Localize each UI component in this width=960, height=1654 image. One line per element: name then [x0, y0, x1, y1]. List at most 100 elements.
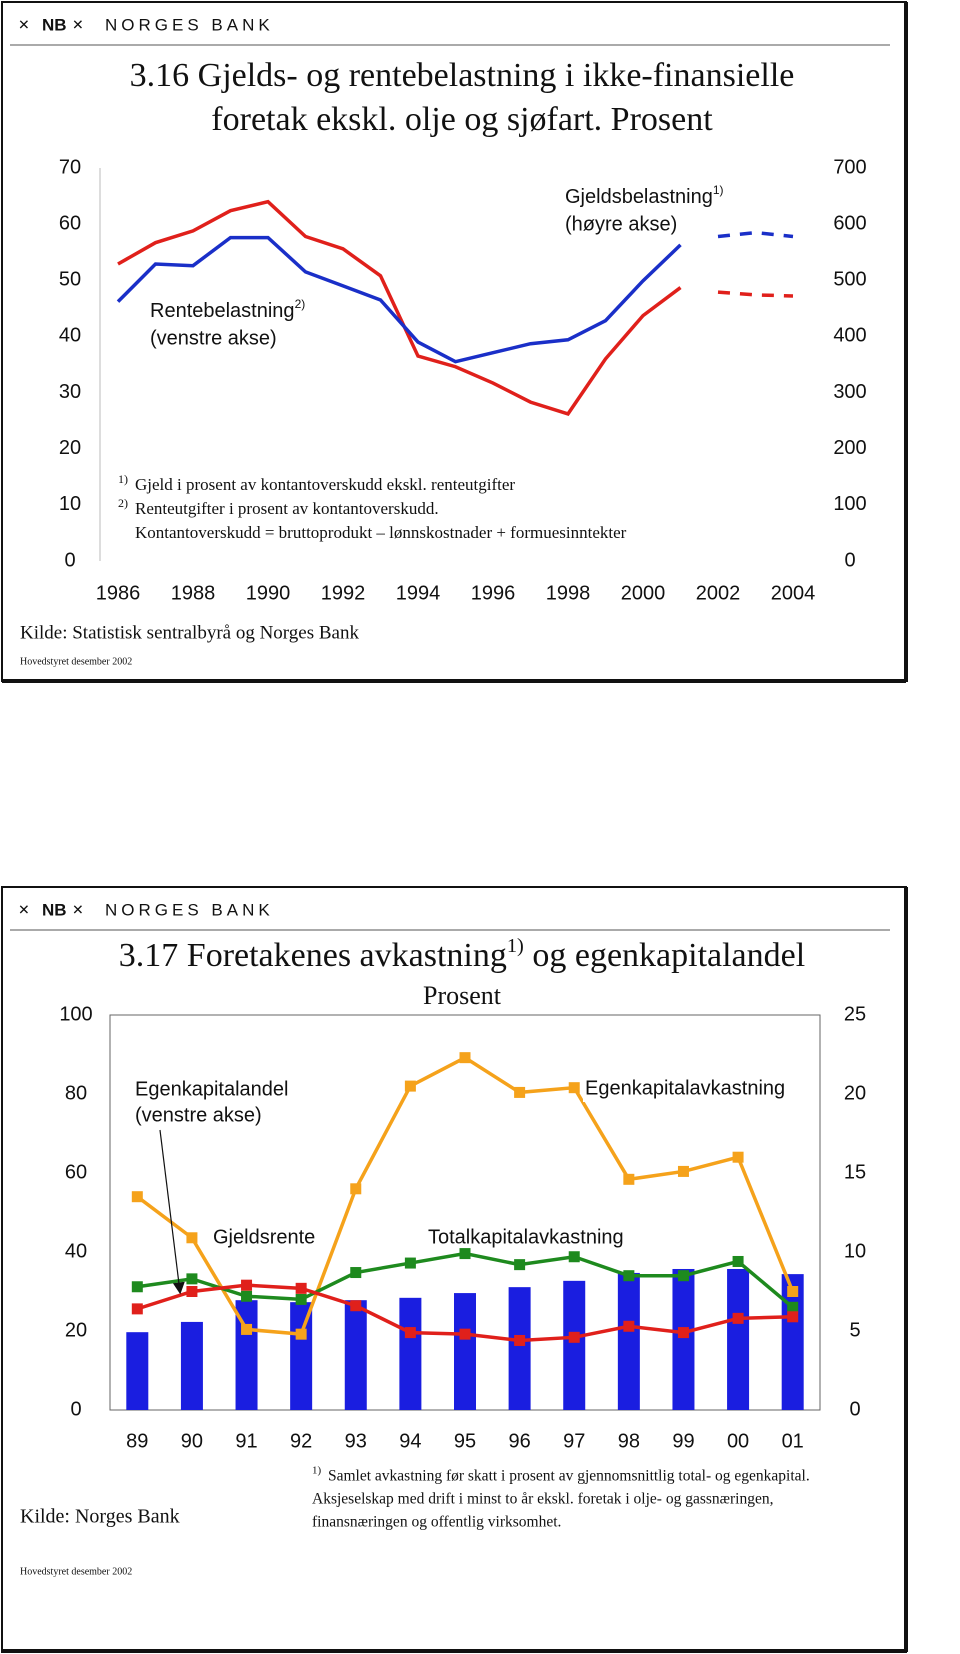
marker: [131, 1191, 143, 1203]
chart-title: 3.16 Gjelds- og rentebelastning i ikke-f…: [130, 57, 795, 94]
series-axis-note: (høyre akse): [565, 213, 677, 235]
x-tick-label: 92: [290, 1430, 312, 1452]
x-tick-label: 93: [345, 1430, 367, 1452]
marker: [514, 1334, 526, 1346]
marker: [131, 1281, 143, 1293]
bar: [399, 1297, 422, 1410]
footnote: Aksjeselskap med drift i minst to år eks…: [312, 1491, 773, 1508]
logo-cross: ✕: [72, 17, 84, 33]
y2-tick-label: 5: [849, 1319, 860, 1341]
superscript: 1): [507, 935, 524, 957]
data-line: [717, 230, 794, 239]
marker: [131, 1303, 143, 1315]
marker: [732, 1312, 744, 1324]
text-part: Rentebelastning: [150, 300, 295, 322]
marker: [514, 1259, 526, 1271]
y2-tick-label: 0: [849, 1398, 860, 1420]
x-tick-label: 2004: [771, 582, 816, 604]
x-tick-label: 1996: [471, 582, 516, 604]
superscript: 2): [295, 297, 306, 311]
marker: [459, 1052, 471, 1064]
chart-subtitle: Prosent: [423, 981, 502, 1010]
y-tick-label: 80: [65, 1082, 87, 1104]
logo-cross: ✕: [18, 17, 30, 33]
x-tick-label: 1990: [246, 582, 291, 604]
marker: [677, 1270, 689, 1282]
x-tick-label: 00: [727, 1430, 749, 1452]
marker: [623, 1270, 635, 1282]
y2-tick-label: 500: [833, 269, 866, 291]
x-tick-label: 96: [508, 1430, 530, 1452]
footnote: Samlet avkastning før skatt i prosent av…: [328, 1468, 810, 1485]
x-tick-label: 01: [782, 1430, 804, 1452]
chart-title: foretak ekskl. olje og sjøfart. Prosent: [211, 101, 713, 138]
text-part: 3.17 Foretakenes avkastning: [119, 937, 507, 974]
marker: [404, 1257, 416, 1269]
y-tick-label: 0: [64, 549, 75, 571]
y-tick-label: 100: [59, 1003, 92, 1025]
series-label: Egenkapitalavkastning: [585, 1077, 785, 1099]
marker: [295, 1282, 307, 1294]
footnote-mark: 1): [118, 472, 128, 486]
logo-text: NORGES BANK: [105, 15, 274, 34]
y-tick-label: 20: [59, 437, 81, 459]
footnote: Kontantoverskudd = bruttoprodukt – lønns…: [135, 523, 627, 542]
marker: [241, 1279, 253, 1291]
x-tick-label: 91: [235, 1430, 257, 1452]
bar: [563, 1280, 586, 1410]
marker: [350, 1267, 362, 1279]
y2-tick-label: 300: [833, 381, 866, 403]
y2-tick-label: 200: [833, 437, 866, 459]
marker: [732, 1255, 744, 1267]
y2-tick-label: 25: [844, 1003, 866, 1025]
y-tick-label: 10: [59, 493, 81, 515]
marker: [295, 1328, 307, 1340]
bar: [617, 1272, 640, 1410]
data-line: [116, 235, 682, 364]
marker: [568, 1331, 580, 1343]
marker: [787, 1301, 799, 1313]
x-tick-label: 2000: [621, 582, 666, 604]
bar: [180, 1321, 203, 1410]
y-tick-label: 60: [59, 212, 81, 234]
marker: [186, 1232, 198, 1244]
series-axis-note: (venstre akse): [150, 327, 277, 349]
logo-mark: NB: [42, 15, 67, 34]
bar: [454, 1293, 476, 1410]
x-tick-label: 90: [181, 1430, 203, 1452]
logo-cross: ✕: [18, 902, 30, 918]
y2-tick-label: 400: [833, 325, 866, 347]
y-tick-label: 30: [59, 381, 81, 403]
chart-title: 3.17 Foretakenes avkastning1) og egenkap…: [119, 935, 805, 974]
logo-mark: NB: [42, 900, 67, 919]
marker: [350, 1300, 362, 1312]
source: Kilde: Norges Bank: [20, 1506, 180, 1528]
marker: [732, 1151, 744, 1163]
x-tick-label: 1986: [96, 582, 141, 604]
y2-tick-label: 600: [833, 212, 866, 234]
y-tick-label: 20: [65, 1319, 87, 1341]
series-axis-note: (venstre akse): [135, 1104, 262, 1126]
marker: [241, 1323, 253, 1335]
x-tick-label: 89: [126, 1430, 148, 1452]
superscript: 1): [713, 183, 724, 197]
marker: [677, 1165, 689, 1177]
marker: [186, 1286, 198, 1297]
x-tick-label: 99: [672, 1430, 694, 1452]
footnote-mark: 1): [312, 1465, 322, 1477]
data-line: [717, 290, 794, 298]
marker: [241, 1290, 253, 1302]
series-label: Gjeldsbelastning1): [565, 183, 724, 208]
x-tick-label: 95: [454, 1430, 476, 1452]
y2-tick-label: 15: [844, 1161, 866, 1183]
y2-tick-label: 700: [833, 156, 866, 178]
bar: [508, 1287, 531, 1410]
text-part: Gjeldsbelastning: [565, 186, 713, 208]
y-tick-label: 60: [65, 1161, 87, 1183]
marker: [787, 1286, 799, 1297]
marker: [295, 1293, 307, 1305]
stamp: Hovedstyret desember 2002: [20, 656, 132, 667]
text-part: og egenkapitalandel: [524, 937, 805, 974]
